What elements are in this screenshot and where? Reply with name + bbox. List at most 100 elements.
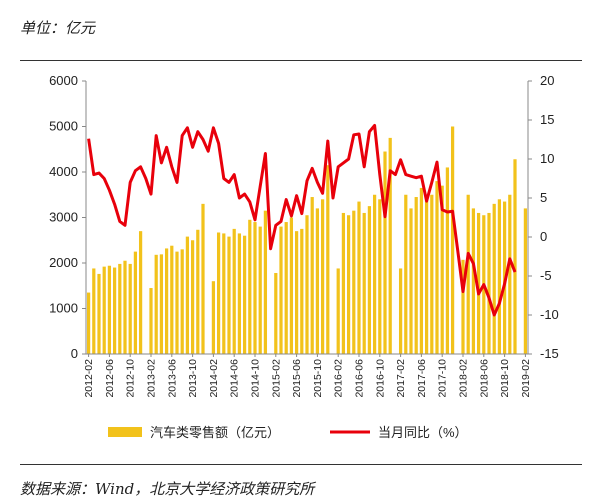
y-right-tick-label: 0: [540, 229, 547, 244]
y-left-tick-label: 2000: [49, 255, 78, 270]
y-left-tick-label: 0: [71, 346, 78, 361]
y-right-tick-label: 20: [540, 73, 554, 88]
bar: [274, 273, 278, 354]
x-tick-label: 2013-06: [166, 359, 178, 398]
y-left-tick-label: 5000: [49, 119, 78, 134]
line-layer: [87, 123, 517, 317]
bar: [378, 199, 382, 354]
x-tick-label: 2016-02: [333, 359, 345, 398]
bar: [487, 212, 491, 354]
line-series: [87, 123, 517, 317]
bar: [107, 265, 112, 354]
x-tick-label: 2013-02: [146, 359, 158, 398]
bar: [102, 266, 106, 354]
bar: [279, 226, 283, 354]
x-tick-label: 2015-06: [291, 359, 303, 398]
bar: [450, 126, 455, 354]
bar: [201, 203, 205, 354]
legend-bar-label: 汽车类零售额（亿元）: [150, 425, 280, 440]
bar: [227, 236, 231, 354]
bar: [508, 194, 512, 354]
bar: [404, 194, 408, 354]
x-tick-label: 2014-10: [250, 359, 262, 398]
x-tick-label: 2015-02: [270, 359, 282, 398]
bar: [263, 210, 268, 354]
bar: [196, 229, 200, 354]
bar: [253, 222, 257, 354]
bar: [118, 263, 122, 354]
bar: [372, 194, 377, 354]
bar: [170, 245, 174, 354]
bar: [237, 233, 242, 354]
x-tick-label: 2014-06: [229, 359, 241, 398]
x-tick-label: 2013-10: [187, 359, 199, 398]
x-tick-label: 2018-06: [478, 359, 490, 398]
y-left-tick-label: 4000: [49, 164, 78, 179]
bar: [336, 268, 340, 354]
source-label: 数据来源：Wind，北京大学经济政策研究所: [20, 480, 315, 498]
bar: [362, 212, 366, 354]
bar: [185, 236, 190, 354]
bar: [513, 159, 517, 354]
bar: [445, 167, 450, 354]
bar: [86, 292, 91, 354]
bar: [419, 187, 424, 354]
bar: [149, 288, 153, 354]
bar: [294, 231, 299, 354]
y-left-tick-label: 3000: [49, 210, 78, 225]
bar: [289, 217, 294, 354]
x-tick-label: 2017-10: [437, 359, 449, 398]
bar: [92, 268, 96, 354]
top-divider: [20, 60, 582, 61]
bars-layer: [86, 126, 528, 355]
chart: 0 1000 2000 3000 4000 5000 6000 -15 -10 -5 0 5 10 15 2…: [49, 73, 559, 440]
legend: 汽车类零售额（亿元） 当月同比（%）: [108, 425, 468, 440]
bar: [248, 219, 252, 354]
y-left-tick-label: 1000: [49, 301, 78, 316]
bar: [216, 232, 221, 354]
bar: [476, 212, 481, 354]
bar: [232, 228, 236, 355]
bar: [461, 259, 465, 354]
bar: [128, 263, 132, 354]
y-right-tick-label: 15: [540, 112, 554, 127]
bar: [242, 235, 247, 354]
bar: [430, 194, 434, 354]
x-tick-label: 2012-10: [125, 359, 137, 398]
bar: [352, 210, 356, 354]
y-right-tick-label: -5: [540, 268, 552, 283]
bar: [492, 203, 496, 354]
bar: [414, 197, 418, 354]
bar: [310, 197, 314, 354]
bar: [222, 233, 226, 354]
x-tick-label: 2012-02: [83, 359, 95, 398]
legend-line-label: 当月同比（%）: [378, 425, 468, 440]
bar: [159, 254, 164, 354]
x-tick-label: 2018-02: [458, 359, 470, 398]
y-left-tick-label: 6000: [49, 73, 78, 88]
x-tick-label: 2018-10: [499, 359, 511, 398]
bar: [284, 222, 288, 354]
x-tick-label: 2012-06: [104, 359, 116, 398]
bar: [367, 206, 372, 355]
ticks-layer: 0 1000 2000 3000 4000 5000 6000 -15 -10 -5 0 5 10 15 2…: [49, 73, 559, 398]
bar: [133, 251, 138, 355]
bar: [305, 215, 309, 354]
y-right-tick-label: 10: [540, 151, 554, 166]
bar: [211, 281, 216, 354]
y-right-tick-label: 5: [540, 190, 547, 205]
bar: [424, 199, 429, 354]
bar: [383, 151, 387, 354]
bar: [409, 208, 413, 354]
bar: [300, 228, 304, 355]
x-tick-label: 2014-02: [208, 359, 220, 398]
bar: [435, 181, 439, 354]
bar: [346, 215, 351, 354]
legend-bar-swatch: [108, 427, 142, 437]
bar: [341, 212, 346, 354]
bar: [497, 199, 502, 354]
bar: [123, 260, 127, 354]
bar: [440, 185, 444, 354]
bar: [180, 249, 184, 354]
bar: [175, 251, 179, 355]
